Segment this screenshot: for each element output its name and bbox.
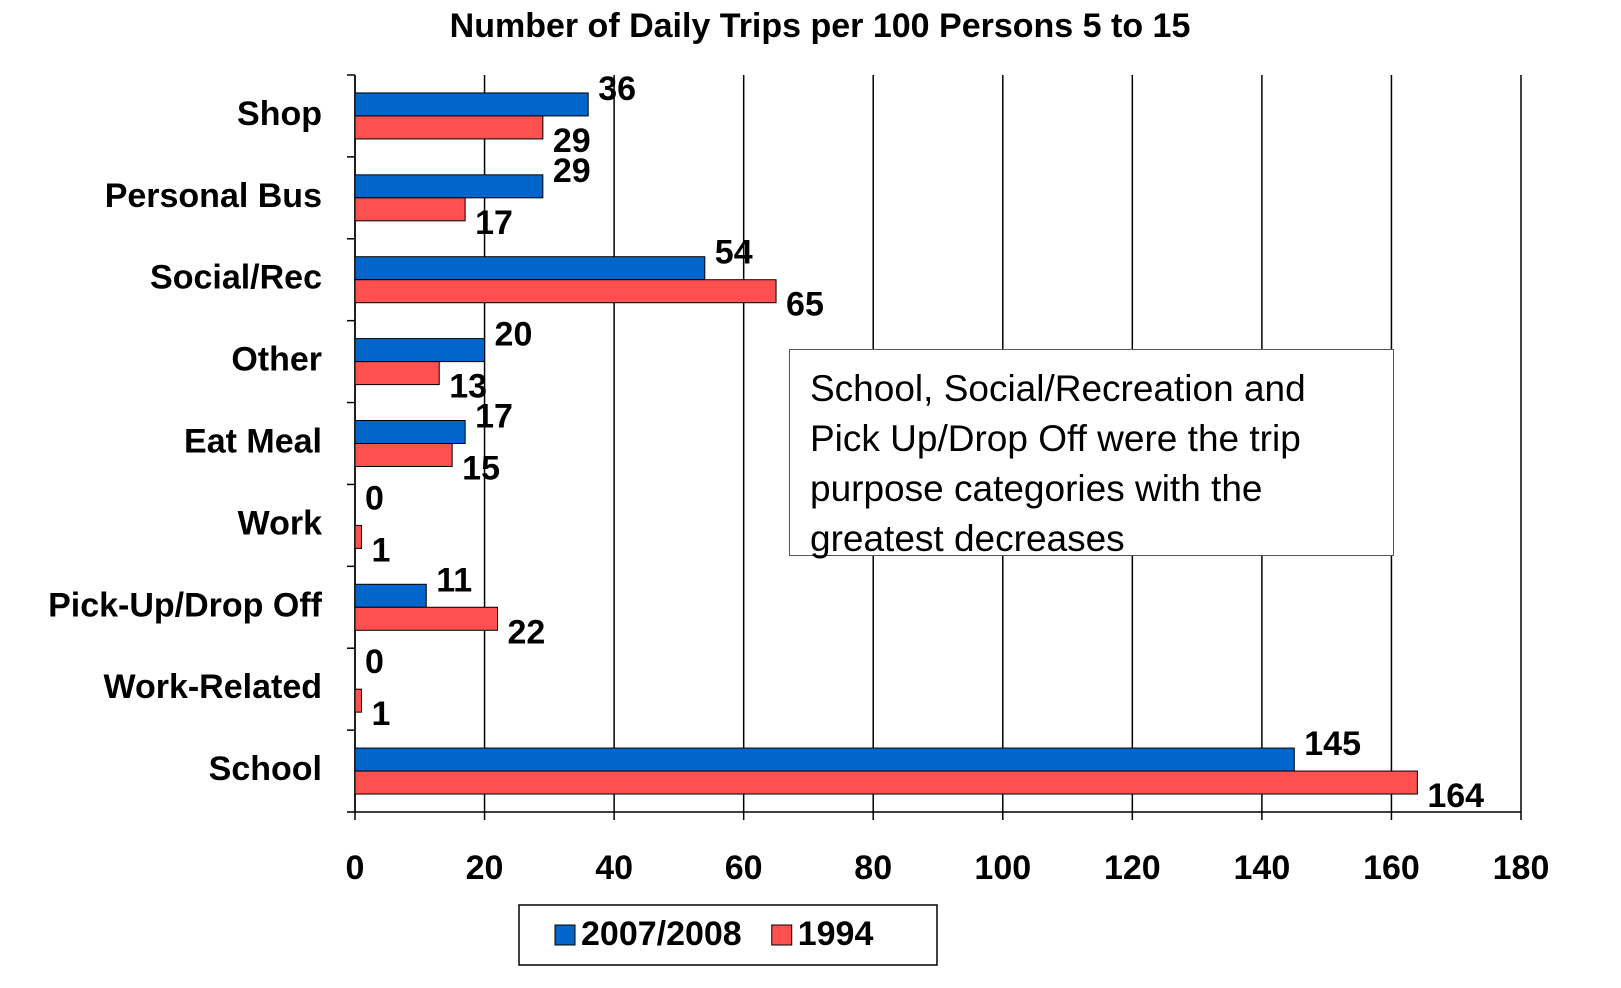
bar [354, 279, 777, 304]
value-label: 65 [786, 286, 824, 324]
value-label: 164 [1427, 777, 1484, 815]
value-label: 22 [508, 613, 546, 651]
x-tick-label: 180 [1493, 849, 1550, 887]
value-label: 0 [365, 643, 384, 681]
y-tick-label: Eat Meal [184, 422, 322, 460]
value-label: 11 [436, 561, 472, 599]
y-tick-label: Other [231, 341, 322, 379]
y-tick-label: Social/Rec [150, 259, 322, 297]
x-tick-label: 80 [854, 849, 892, 887]
value-label: 15 [462, 449, 500, 487]
x-tick-label: 0 [346, 849, 365, 887]
value-label: 29 [553, 122, 591, 160]
x-tick-label: 140 [1234, 849, 1291, 887]
value-label: 0 [365, 479, 384, 517]
legend-box [518, 904, 938, 966]
y-tick-label: Pick-Up/Drop Off [48, 586, 323, 624]
bar [354, 583, 427, 608]
x-tick-label: 100 [974, 849, 1031, 887]
bar [354, 770, 1418, 795]
bar [354, 420, 466, 444]
value-label: 20 [495, 316, 533, 354]
legend-label: 1994 [798, 915, 874, 953]
value-label: 1 [371, 695, 390, 733]
x-tick-label: 40 [595, 849, 633, 887]
value-label: 17 [475, 204, 513, 242]
y-tick-label: Work [238, 504, 322, 542]
x-tick-label: 60 [725, 849, 763, 887]
bar [354, 747, 1295, 772]
bar [354, 174, 544, 199]
x-tick-label: 120 [1104, 849, 1161, 887]
value-label: 145 [1304, 725, 1361, 763]
value-label: 13 [449, 368, 487, 406]
annotation: School, Social/Recreation and Pick Up/Dr… [789, 349, 1394, 559]
value-label: 36 [598, 70, 636, 108]
y-tick-label: School [209, 750, 322, 788]
chart-title: Number of Daily Trips per 100 Persons 5 … [450, 7, 1191, 45]
bar [354, 443, 453, 467]
x-tick-label: 160 [1363, 849, 1420, 887]
y-tick-label: Personal Bus [105, 177, 322, 215]
value-label: 54 [715, 234, 753, 272]
y-tick-label: Shop [237, 95, 322, 133]
value-label: 17 [475, 397, 513, 435]
bar [354, 256, 706, 281]
bar [354, 197, 466, 222]
bar [354, 361, 440, 386]
bar [354, 606, 499, 631]
bar [354, 524, 362, 549]
value-label: 29 [553, 152, 591, 190]
bar [354, 92, 589, 117]
bar [354, 688, 362, 713]
legend-swatch [554, 924, 576, 946]
y-tick-label: Work-Related [103, 668, 322, 706]
bar [354, 338, 486, 363]
legend-label: 2007/2008 [581, 915, 742, 953]
legend-swatch [771, 924, 793, 946]
value-label: 1 [371, 531, 390, 569]
bar [354, 115, 544, 140]
x-tick-label: 20 [466, 849, 504, 887]
